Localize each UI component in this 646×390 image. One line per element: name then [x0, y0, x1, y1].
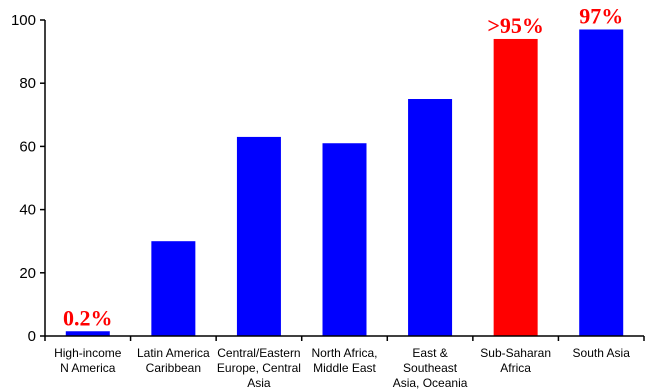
y-tick-label: 60 [19, 138, 36, 155]
bar [579, 29, 624, 336]
bar [65, 331, 110, 336]
bar [322, 143, 367, 336]
bar [236, 136, 281, 336]
y-tick-label: 20 [19, 265, 36, 282]
y-tick-label: 80 [19, 75, 36, 92]
data-label: >95% [487, 13, 544, 38]
x-tick-label: Central/Eastern Europe, Central Asia [217, 346, 301, 390]
data-label: 0.2% [63, 305, 113, 330]
x-tick-label: High-income N America [54, 346, 122, 375]
bar [493, 38, 538, 337]
x-tick-label: North Africa, Middle East [311, 346, 377, 375]
bar [408, 99, 453, 336]
data-label: 97% [579, 3, 623, 28]
x-axis: High-income N America Latin America Caribbe… [44, 335, 645, 390]
x-tick-label: East & Southeast Asia, Oceania [393, 346, 468, 390]
y-tick-label: 0 [28, 328, 36, 345]
y-tick-label: 100 [11, 12, 36, 29]
x-tick-label: Latin America Caribbean [137, 346, 210, 375]
x-tick-label: South Asia [573, 346, 631, 360]
x-tick-label: Sub-Saharan Africa [480, 346, 551, 375]
y-tick-label: 40 [19, 202, 36, 219]
y-axis: 0 20 40 60 80 100 [11, 12, 46, 345]
bars [65, 29, 624, 337]
bar [151, 241, 196, 336]
data-labels: 0.2% >95% 97% [63, 3, 623, 330]
